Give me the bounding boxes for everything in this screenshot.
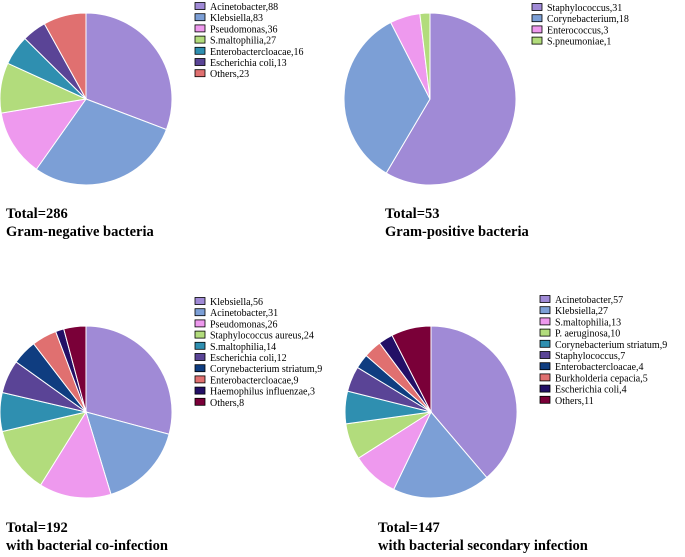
pie-slice-staphylococcus bbox=[385, 12, 517, 186]
legend-swatch bbox=[194, 375, 206, 384]
legend-swatch bbox=[194, 386, 206, 395]
pie-chart-3 bbox=[0, 325, 173, 499]
legend-label: Escherichia coli,13 bbox=[210, 58, 287, 69]
legend-swatch bbox=[539, 317, 551, 326]
legend-label: Haemophilus influenzae,3 bbox=[210, 387, 315, 398]
legend-label: Enterobactercloacae,9 bbox=[210, 375, 299, 386]
pie-slice-acinetobacter bbox=[430, 325, 518, 479]
pie-slice-others bbox=[63, 325, 87, 413]
legend-label: Staphylococcus,31 bbox=[547, 3, 622, 14]
legend-label: S.maltophilia,13 bbox=[555, 317, 621, 328]
chart-title: with bacterial co-infection bbox=[6, 538, 168, 554]
pie-slice-klebsiella bbox=[85, 325, 173, 435]
pie-slice-pseudomonas bbox=[0, 98, 88, 170]
legend-label: P. aeruginosa,10 bbox=[555, 329, 620, 340]
legend-swatch bbox=[539, 328, 551, 337]
caption-3: Total=192 with bacterial co-infection bbox=[6, 520, 168, 554]
legend-swatch bbox=[194, 319, 206, 328]
pie-slice-pseudomonas bbox=[39, 410, 112, 499]
legend-swatch bbox=[539, 351, 551, 359]
legend-label: Others,23 bbox=[210, 69, 249, 80]
legend-swatch bbox=[194, 364, 206, 373]
legend-label: Corynebacterium,18 bbox=[547, 14, 629, 25]
pie-slice-klebsiella bbox=[35, 98, 168, 186]
legend-label: Others,8 bbox=[210, 398, 244, 409]
legend-swatch bbox=[531, 3, 543, 11]
legend-label: Others,11 bbox=[555, 396, 594, 407]
legend-label: Klebsiella,56 bbox=[210, 297, 263, 308]
chart-title: Gram-negative bacteria bbox=[6, 224, 155, 240]
legend-swatch bbox=[531, 36, 543, 45]
legend-swatch bbox=[194, 297, 206, 305]
legend-label: Escherichia coli,4 bbox=[555, 385, 627, 396]
pie-slice-corynebacterium bbox=[343, 21, 431, 174]
legend-swatch bbox=[539, 362, 551, 371]
total-label: Total=192 bbox=[6, 520, 68, 536]
legend-swatch bbox=[194, 46, 206, 55]
legend-swatch bbox=[194, 353, 206, 361]
legend-swatch bbox=[194, 308, 206, 317]
legend-swatch bbox=[194, 341, 206, 350]
legend-swatch bbox=[539, 306, 551, 315]
legend-label: S.maltophilia,14 bbox=[210, 342, 276, 353]
legend-label: Staphylococcus aureus,24 bbox=[210, 331, 314, 342]
legend-swatch bbox=[194, 58, 206, 66]
legend-swatch bbox=[194, 13, 206, 22]
legend-label: Enterobactercloacae,4 bbox=[555, 362, 644, 373]
caption-1: Total=286 Gram-negative bacteria bbox=[6, 206, 155, 240]
caption-2: Total=53 Gram-positive bacteria bbox=[385, 206, 530, 240]
pie-slice-s-pneumoniae bbox=[419, 12, 431, 100]
legend-1: Acinetobacter,88Klebsiella,83Pseudomonas… bbox=[194, 2, 304, 80]
pie-slice-acinetobacter bbox=[85, 12, 173, 131]
legend-label: Enterobactercloacae,16 bbox=[210, 47, 304, 58]
legend-label: Enterococcus,3 bbox=[547, 25, 608, 36]
legend-2: Staphylococcus,31Corynebacterium,18Enter… bbox=[531, 3, 629, 48]
pie-slice-others bbox=[43, 12, 87, 100]
legend-swatch bbox=[531, 14, 543, 23]
legend-3: Klebsiella,56Acinetobacter,31Pseudomonas… bbox=[194, 297, 322, 409]
pie-chart-4 bbox=[344, 325, 518, 499]
pie-slice-others bbox=[391, 325, 432, 413]
pie-chart-1 bbox=[0, 12, 173, 186]
chart-title: with bacterial secondary infection bbox=[378, 538, 588, 554]
legend-swatch bbox=[539, 295, 551, 303]
legend-swatch bbox=[194, 24, 206, 33]
total-label: Total=286 bbox=[6, 206, 68, 222]
legend-swatch bbox=[194, 35, 206, 44]
legend-4: Acinetobacter,57Klebsiella,27S.maltophil… bbox=[539, 295, 667, 407]
pie-slice-staphylococcus-aureus bbox=[1, 411, 88, 486]
legend-swatch bbox=[539, 395, 551, 404]
caption-4: Total=147 with bacterial secondary infect… bbox=[378, 520, 588, 554]
legend-swatch bbox=[194, 2, 206, 10]
pie-slice-acinetobacter bbox=[85, 411, 170, 495]
legend-label: Acinetobacter,88 bbox=[210, 2, 278, 13]
legend-label: S.maltophilia,27 bbox=[210, 36, 276, 47]
legend-label: Staphylococcus,7 bbox=[555, 351, 625, 362]
pie-chart-2 bbox=[343, 12, 517, 186]
legend-label: Burkholderia cepacia,5 bbox=[555, 373, 648, 384]
total-label: Total=53 bbox=[385, 206, 439, 222]
legend-label: Klebsiella,27 bbox=[555, 306, 608, 317]
chart-title: Gram-positive bacteria bbox=[385, 224, 530, 240]
legend-swatch bbox=[194, 330, 206, 339]
legend-label: Klebsiella,83 bbox=[210, 13, 263, 24]
total-label: Total=147 bbox=[378, 520, 440, 536]
legend-swatch bbox=[194, 397, 206, 406]
legend-label: Escherichia coli,12 bbox=[210, 353, 287, 364]
legend-label: Acinetobacter,57 bbox=[555, 295, 623, 306]
legend-swatch bbox=[539, 373, 551, 382]
legend-label: Pseudomonas,26 bbox=[210, 319, 278, 330]
pie-slice-klebsiella bbox=[393, 411, 488, 499]
legend-swatch bbox=[539, 384, 551, 393]
legend-swatch bbox=[531, 25, 543, 34]
legend-label: S.pneumoniae,1 bbox=[547, 37, 611, 48]
legend-swatch bbox=[194, 69, 206, 78]
legend-label: Corynebacterium striatum,9 bbox=[210, 364, 322, 375]
legend-label: Corynebacterium striatum,9 bbox=[555, 340, 667, 351]
legend-swatch bbox=[539, 339, 551, 348]
legend-label: Acinetobacter,31 bbox=[210, 308, 278, 319]
legend-label: Pseudomonas,36 bbox=[210, 24, 278, 35]
